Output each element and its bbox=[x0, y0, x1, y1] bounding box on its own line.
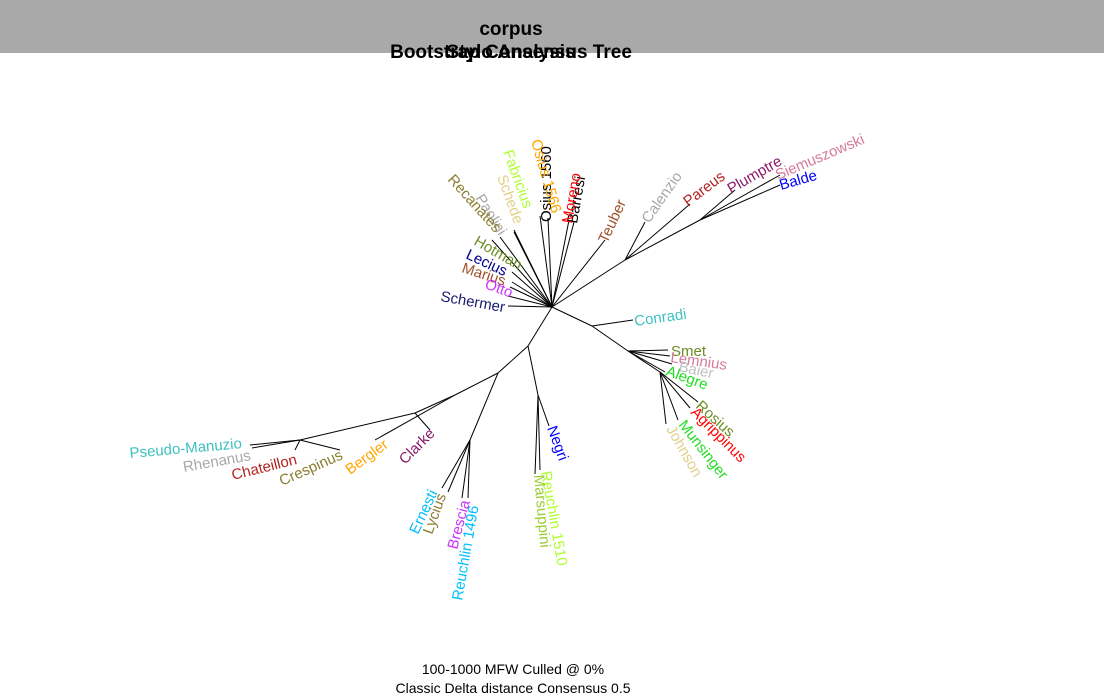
leaf-label: Clarke bbox=[396, 425, 439, 468]
tree-branch bbox=[454, 372, 499, 396]
tree-branch bbox=[447, 439, 471, 493]
leaf-label: Calenzio bbox=[638, 169, 685, 227]
tree-branch bbox=[624, 221, 646, 261]
tree-branch bbox=[507, 295, 553, 308]
leaf-label: Marsuppini bbox=[530, 474, 553, 549]
tree-branch bbox=[469, 372, 499, 441]
tree-branch bbox=[513, 231, 553, 308]
tree-branch bbox=[659, 371, 679, 421]
tree-branch bbox=[627, 349, 669, 352]
leaf-label: Teuber bbox=[595, 197, 630, 246]
tree-branch bbox=[527, 306, 553, 347]
tree-branch bbox=[507, 305, 553, 308]
tree-branch bbox=[627, 350, 673, 365]
tree-branch bbox=[511, 271, 553, 308]
tree-branch bbox=[299, 439, 341, 451]
leaf-label: Osius 1560 bbox=[538, 146, 555, 222]
tree-branch bbox=[699, 184, 781, 221]
tree-branch bbox=[551, 219, 570, 308]
tree-branch bbox=[659, 371, 691, 409]
tree-branch bbox=[699, 174, 781, 221]
tree-branch bbox=[551, 259, 626, 308]
tree-branch bbox=[537, 394, 541, 471]
tree-branch bbox=[659, 371, 667, 425]
tree-branch bbox=[627, 350, 671, 357]
leaf-label: Baier bbox=[677, 358, 715, 382]
tree-branch bbox=[294, 439, 301, 451]
tree-branch bbox=[699, 189, 736, 221]
footer-line-1: 100-1000 MFW Culled @ 0% bbox=[421, 661, 605, 677]
plot-subtitle-overlap: Stylo Analysis bbox=[446, 42, 576, 63]
tree-branch bbox=[591, 319, 634, 327]
tree-branch bbox=[551, 221, 575, 308]
tree-branch bbox=[527, 345, 539, 396]
tree-branch bbox=[299, 412, 416, 441]
footer-line-2: Classic Delta distance Consensus 0.5 bbox=[395, 680, 631, 696]
tree-branch bbox=[414, 394, 456, 414]
tree-branch bbox=[251, 439, 301, 449]
tree-branch bbox=[537, 394, 550, 427]
leaf-label: Smet bbox=[671, 343, 707, 360]
tree-branch bbox=[539, 215, 553, 308]
tree-branch bbox=[551, 306, 593, 327]
tree-branch bbox=[249, 439, 301, 446]
tree-branch bbox=[627, 350, 666, 373]
tree-branch bbox=[374, 394, 456, 441]
leaf-label: Conradi bbox=[633, 306, 687, 330]
tree-branch bbox=[534, 394, 539, 475]
tree-branch bbox=[624, 219, 701, 261]
leaf-label: Bergler bbox=[342, 436, 391, 478]
tree-branch bbox=[441, 439, 471, 489]
plot-title: corpus bbox=[479, 19, 543, 40]
tree-branch bbox=[461, 439, 471, 499]
plot-subtitle: Bootstrap Consensus Tree bbox=[390, 42, 632, 63]
tree-branch bbox=[511, 281, 553, 308]
tree-branch bbox=[467, 439, 471, 499]
tree-branch bbox=[499, 236, 553, 308]
tree-branch bbox=[491, 239, 553, 308]
tree-branch bbox=[551, 239, 606, 308]
tree-branch bbox=[547, 217, 553, 308]
leaf-label: Pareus bbox=[680, 168, 728, 210]
tree-branch bbox=[659, 371, 699, 403]
tree-branch bbox=[509, 286, 553, 308]
tree-branch bbox=[624, 203, 691, 261]
tree-branch bbox=[497, 345, 529, 374]
tree-branch bbox=[591, 325, 629, 352]
header-band bbox=[0, 0, 1104, 53]
leaf-label: Negri bbox=[543, 424, 571, 464]
